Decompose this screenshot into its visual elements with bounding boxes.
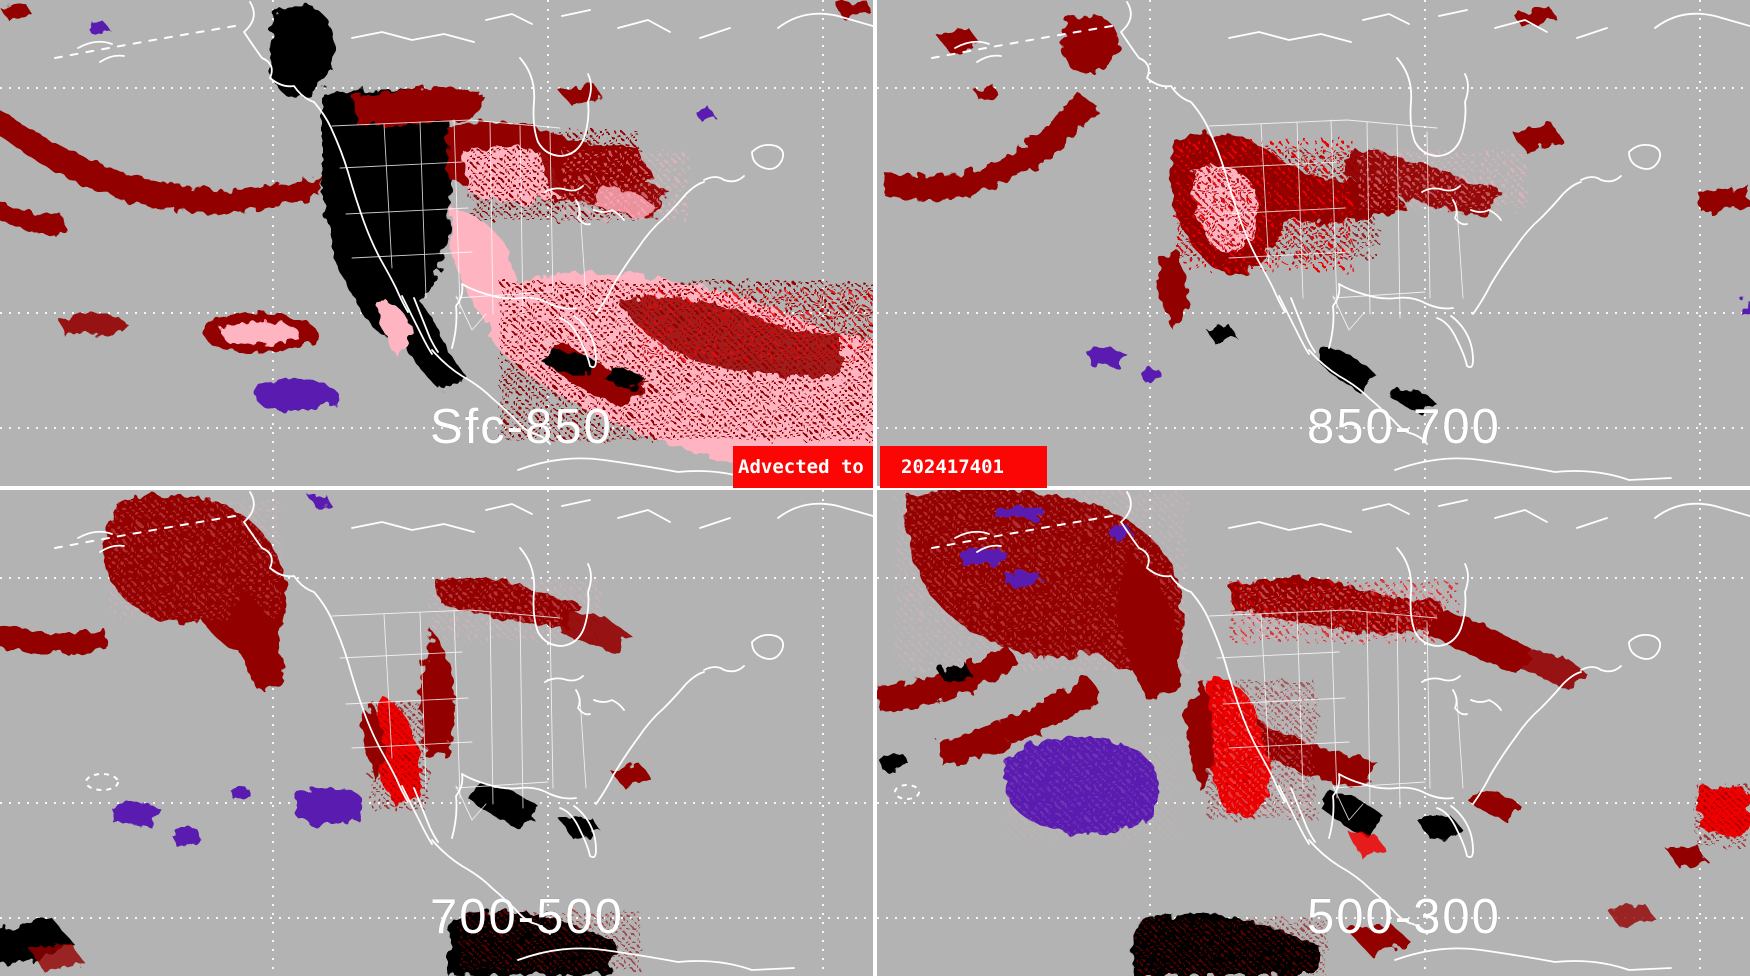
advected-timestamp-banner: 202417401 bbox=[880, 446, 1047, 488]
moisture-anomaly-blobs-sfc-850 bbox=[0, 0, 873, 469]
advected-timestamp-text: 202417401 bbox=[901, 456, 1004, 478]
map-image-sfc-850 bbox=[0, 0, 873, 486]
map-panel-700-500: 700-500 bbox=[0, 490, 873, 976]
layer-label-500-300: 500-300 bbox=[1307, 890, 1501, 944]
advected-to-text: Advected to bbox=[738, 456, 864, 478]
layer-label-sfc-850: Sfc-850 bbox=[430, 400, 613, 454]
map-image-850-700 bbox=[877, 0, 1750, 486]
map-panel-850-700: 850-700 bbox=[877, 0, 1750, 486]
layer-label-700-500: 700-500 bbox=[430, 890, 624, 944]
map-panel-sfc-850: Sfc-850 bbox=[0, 0, 873, 486]
map-image-700-500 bbox=[0, 490, 873, 976]
moisture-anomaly-blobs-500-300 bbox=[877, 490, 1750, 976]
moisture-anomaly-blobs-700-500 bbox=[0, 494, 652, 976]
map-panel-500-300: 500-300 bbox=[877, 490, 1750, 976]
moisture-anomaly-blobs-850-700 bbox=[883, 6, 1750, 414]
advected-to-banner: Advected to bbox=[733, 446, 873, 488]
layer-label-850-700: 850-700 bbox=[1307, 400, 1501, 454]
map-image-500-300 bbox=[877, 490, 1750, 976]
